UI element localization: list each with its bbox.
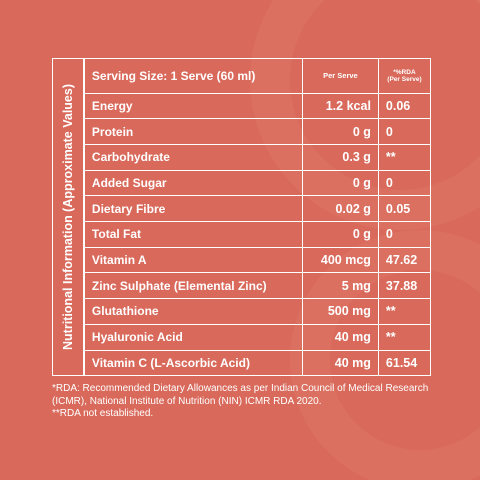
- rda-value: **: [377, 323, 430, 351]
- per-serve-value: 40 mg: [301, 323, 379, 351]
- per-serve-value: 0 g: [301, 169, 379, 197]
- side-label-cell: Nutritional Information (Approximate Val…: [53, 59, 84, 375]
- rda-header: *%RDA (Per Serve): [377, 59, 430, 94]
- rda-value: 37.88: [377, 272, 430, 300]
- nutrient-row: Vitamin C (L-Ascorbic Acid) 40 mg 61.54: [83, 349, 430, 375]
- nutrient-row: Carbohydrate 0.3 g **: [83, 143, 430, 171]
- table-rows: Serving Size: 1 Serve (60 ml) Per Serve …: [83, 59, 430, 375]
- nutrient-name: Zinc Sulphate (Elemental Zinc): [83, 272, 303, 300]
- nutrient-name: Dietary Fibre: [83, 195, 303, 223]
- per-serve-value: 0 g: [301, 221, 379, 248]
- rda-value: 0: [377, 169, 430, 197]
- nutrient-row: Zinc Sulphate (Elemental Zinc) 5 mg 37.88: [83, 272, 430, 300]
- nutrient-name: Added Sugar: [83, 169, 303, 197]
- rda-value: 47.62: [377, 246, 430, 274]
- nutrient-row: Glutathione 500 mg **: [83, 298, 430, 325]
- per-serve-value: 0 g: [301, 118, 379, 145]
- nutrient-name: Energy: [83, 92, 303, 120]
- rda-header-line: *%RDA: [393, 68, 416, 76]
- nutrient-name: Glutathione: [83, 298, 303, 325]
- per-serve-value: 0.02 g: [301, 195, 379, 223]
- side-label: Nutritional Information (Approximate Val…: [60, 84, 75, 350]
- nutrient-name: Protein: [83, 118, 303, 145]
- per-serve-value: 0.3 g: [301, 143, 379, 171]
- nutrient-row: Energy 1.2 kcal 0.06: [83, 92, 430, 120]
- nutrient-name: Vitamin C (L-Ascorbic Acid): [83, 349, 303, 375]
- footnote: **RDA not established.: [52, 408, 154, 419]
- per-serve-header: Per Serve: [301, 59, 379, 94]
- rda-value: 0: [377, 221, 430, 248]
- nutrient-name: Total Fat: [83, 221, 303, 248]
- table-body: Serving Size: 1 Serve (60 ml) Per Serve …: [83, 59, 430, 375]
- nutrient-row: Dietary Fibre 0.02 g 0.05: [83, 195, 430, 223]
- footnotes: *RDA: Recommended Dietary Allowances as …: [52, 383, 432, 421]
- nutrient-name: Carbohydrate: [83, 143, 303, 171]
- nutrient-row: Hyaluronic Acid 40 mg **: [83, 323, 430, 351]
- rda-value: 61.54: [377, 349, 430, 375]
- per-serve-value: 400 mcg: [301, 246, 379, 274]
- per-serve-value: 1.2 kcal: [301, 92, 379, 120]
- rda-value: **: [377, 298, 430, 325]
- per-serve-value: 500 mg: [301, 298, 379, 325]
- rda-value: 0: [377, 118, 430, 145]
- rda-value: **: [377, 143, 430, 171]
- nutrient-name: Hyaluronic Acid: [83, 323, 303, 351]
- per-serve-value: 40 mg: [301, 349, 379, 375]
- nutrient-name: Vitamin A: [83, 246, 303, 274]
- per-serve-value: 5 mg: [301, 272, 379, 300]
- serving-size: Serving Size: 1 Serve (60 ml): [83, 59, 303, 94]
- nutrient-row: Vitamin A 400 mcg 47.62: [83, 246, 430, 274]
- rda-value: 0.06: [377, 92, 430, 120]
- rda-value: 0.05: [377, 195, 430, 223]
- header-row: Serving Size: 1 Serve (60 ml) Per Serve …: [83, 59, 430, 94]
- rda-header-sub: (Per Serve): [387, 75, 422, 83]
- footnote: *RDA: Recommended Dietary Allowances as …: [52, 383, 429, 407]
- nutrition-table: Nutritional Information (Approximate Val…: [52, 58, 431, 376]
